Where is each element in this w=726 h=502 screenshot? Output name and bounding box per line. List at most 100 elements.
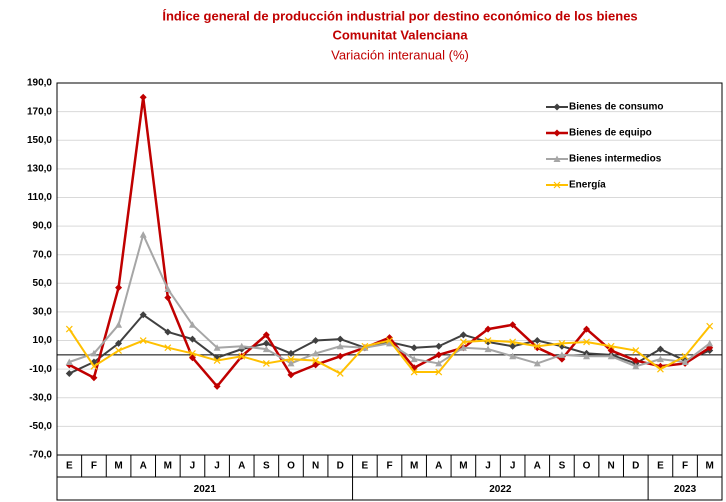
series-marker [262, 339, 270, 347]
x-tick-label: M [410, 461, 418, 472]
series-marker [533, 342, 541, 350]
series-marker [361, 342, 369, 350]
x-group-label: 2022 [489, 484, 512, 495]
y-tick-label: -70,0 [29, 450, 52, 461]
x-tick-label: O [287, 461, 295, 472]
series-marker [189, 349, 196, 357]
series-marker [459, 344, 467, 351]
series-marker [238, 352, 246, 360]
y-tick-label: -10,0 [29, 364, 52, 375]
x-tick-label: S [559, 461, 566, 472]
series-marker [656, 345, 664, 353]
series-marker [164, 285, 172, 293]
series-marker [213, 344, 221, 351]
series-marker [533, 337, 541, 345]
x-tick-label: M [114, 461, 122, 472]
x-tick-label: E [657, 461, 664, 472]
series-marker [657, 365, 664, 373]
series-marker [115, 284, 123, 292]
series-marker [509, 321, 517, 329]
series-marker [164, 344, 172, 352]
series-marker [484, 345, 492, 353]
x-tick-label: D [337, 461, 344, 472]
chart-title: Comunitat Valenciana [332, 27, 468, 42]
chart-subtitle: Variación interanual (%) [331, 47, 469, 62]
y-tick-label: 130,0 [27, 163, 52, 174]
series-marker [509, 352, 517, 360]
series-marker [435, 359, 443, 367]
series-marker [213, 357, 221, 364]
x-tick-label: J [214, 461, 220, 472]
y-tick-label: 190,0 [27, 78, 52, 89]
series-marker [681, 358, 689, 365]
series-marker [459, 338, 467, 346]
series-marker [607, 342, 615, 350]
y-tick-label: 70,0 [33, 249, 53, 260]
series-marker [410, 344, 418, 352]
x-tick-label: A [140, 461, 147, 472]
x-tick-label: M [164, 461, 172, 472]
y-tick-label: 170,0 [27, 106, 52, 117]
series-marker [139, 231, 147, 238]
x-tick-label: F [91, 461, 97, 472]
x-tick-label: J [485, 461, 491, 472]
x-tick-label: F [386, 461, 392, 472]
series-marker [410, 355, 418, 363]
plot-border [56, 82, 723, 456]
legend-label: Bienes de equipo [569, 128, 652, 139]
series-marker [583, 325, 591, 333]
x-tick-label: E [66, 461, 73, 472]
x-tick-label: A [238, 461, 245, 472]
legend-label: Bienes de consumo [569, 102, 663, 113]
y-tick-label: 10,0 [33, 335, 53, 346]
x-tick-label: O [583, 461, 591, 472]
series-marker [65, 325, 73, 333]
series-marker [164, 328, 172, 336]
series-marker [484, 337, 492, 344]
series-marker [139, 93, 147, 101]
series-marker [262, 345, 270, 353]
chart-title: Índice general de producción industrial … [162, 8, 637, 23]
series-marker [262, 331, 270, 339]
series-marker [558, 339, 566, 347]
series-marker [65, 358, 73, 365]
x-tick-label: M [459, 461, 467, 472]
y-tick-label: 90,0 [33, 221, 53, 232]
x-tick-label: S [263, 461, 270, 472]
series-marker [139, 337, 147, 344]
series-marker [632, 347, 640, 354]
series-marker [115, 339, 123, 347]
x-tick-label: D [632, 461, 639, 472]
legend-label: Bienes intermedios [569, 154, 662, 165]
series-marker [435, 368, 443, 376]
series-marker [188, 335, 196, 343]
x-group-label: 2021 [194, 484, 217, 495]
series-marker [213, 382, 221, 390]
series-marker [238, 342, 246, 350]
y-tick-label: -30,0 [29, 392, 52, 403]
series-marker [336, 335, 344, 343]
series-marker [386, 337, 393, 344]
x-tick-label: J [510, 461, 516, 472]
x-tick-label: A [534, 461, 541, 472]
series-marker [312, 337, 320, 345]
x-tick-label: A [435, 461, 442, 472]
series-marker [435, 342, 443, 350]
series-marker [632, 362, 640, 370]
series-marker [312, 357, 320, 364]
series-marker [90, 374, 98, 382]
series-marker [115, 321, 123, 328]
series-marker [706, 339, 714, 347]
series-marker [336, 370, 344, 377]
series-marker [287, 359, 295, 367]
series-marker [188, 321, 196, 328]
x-tick-label: N [608, 461, 615, 472]
y-tick-label: 150,0 [27, 135, 52, 146]
series-marker [262, 360, 270, 367]
series-marker [435, 351, 443, 359]
series-marker [533, 359, 541, 367]
series-marker [312, 349, 320, 357]
x-tick-label: F [682, 461, 688, 472]
x-tick-label: M [706, 461, 714, 472]
